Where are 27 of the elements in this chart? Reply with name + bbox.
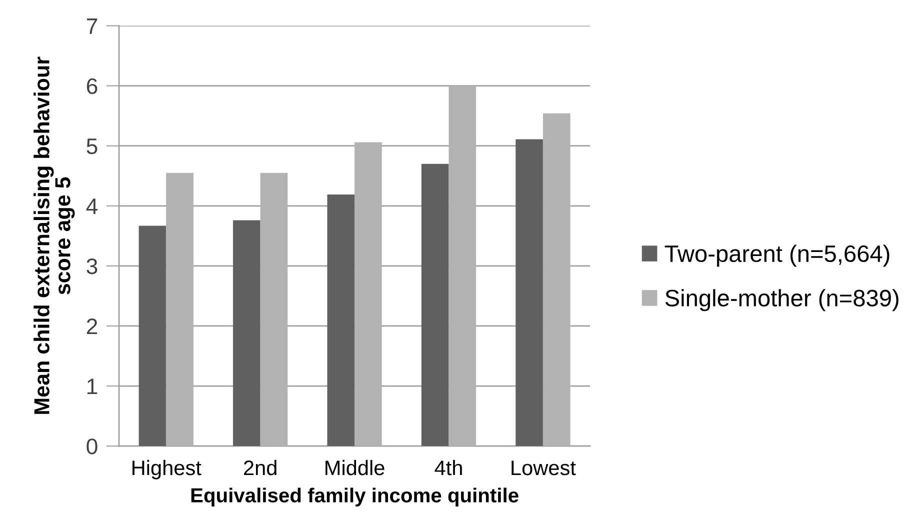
y-tick-label: 0 [86, 438, 98, 454]
legend-label: Single-mother (n=839) [665, 289, 898, 312]
bar [233, 220, 260, 446]
bar [542, 113, 570, 446]
y-tick-label: 5 [86, 138, 98, 154]
legend-label: Two-parent (n=5,664) [664, 244, 890, 267]
bar [354, 142, 382, 446]
x-tick-label: Lowest [512, 460, 576, 476]
y-tick-label: 2 [86, 318, 98, 334]
bar [448, 86, 476, 446]
y-tick-label: 6 [86, 78, 98, 94]
x-tick-label: Middle [326, 460, 384, 476]
bar [327, 194, 355, 446]
x-tick-label: Highest [132, 460, 202, 480]
y-tick-label: 1 [88, 378, 98, 394]
bar [260, 172, 288, 446]
y-axis-title: Mean child externalising behaviour score age 5 [34, 56, 75, 414]
y-tick-label: 3 [86, 258, 98, 274]
y-tick-label: 4 [86, 198, 98, 214]
bar [138, 226, 166, 446]
bar [516, 139, 543, 446]
x-tick-label: 4th [434, 460, 462, 476]
x-axis-title: Equivalised family income quintile [191, 488, 518, 506]
x-tick-label: 2nd [244, 460, 276, 476]
y-tick-label: 7 [86, 18, 98, 34]
bar [166, 172, 194, 446]
bar [421, 164, 449, 446]
